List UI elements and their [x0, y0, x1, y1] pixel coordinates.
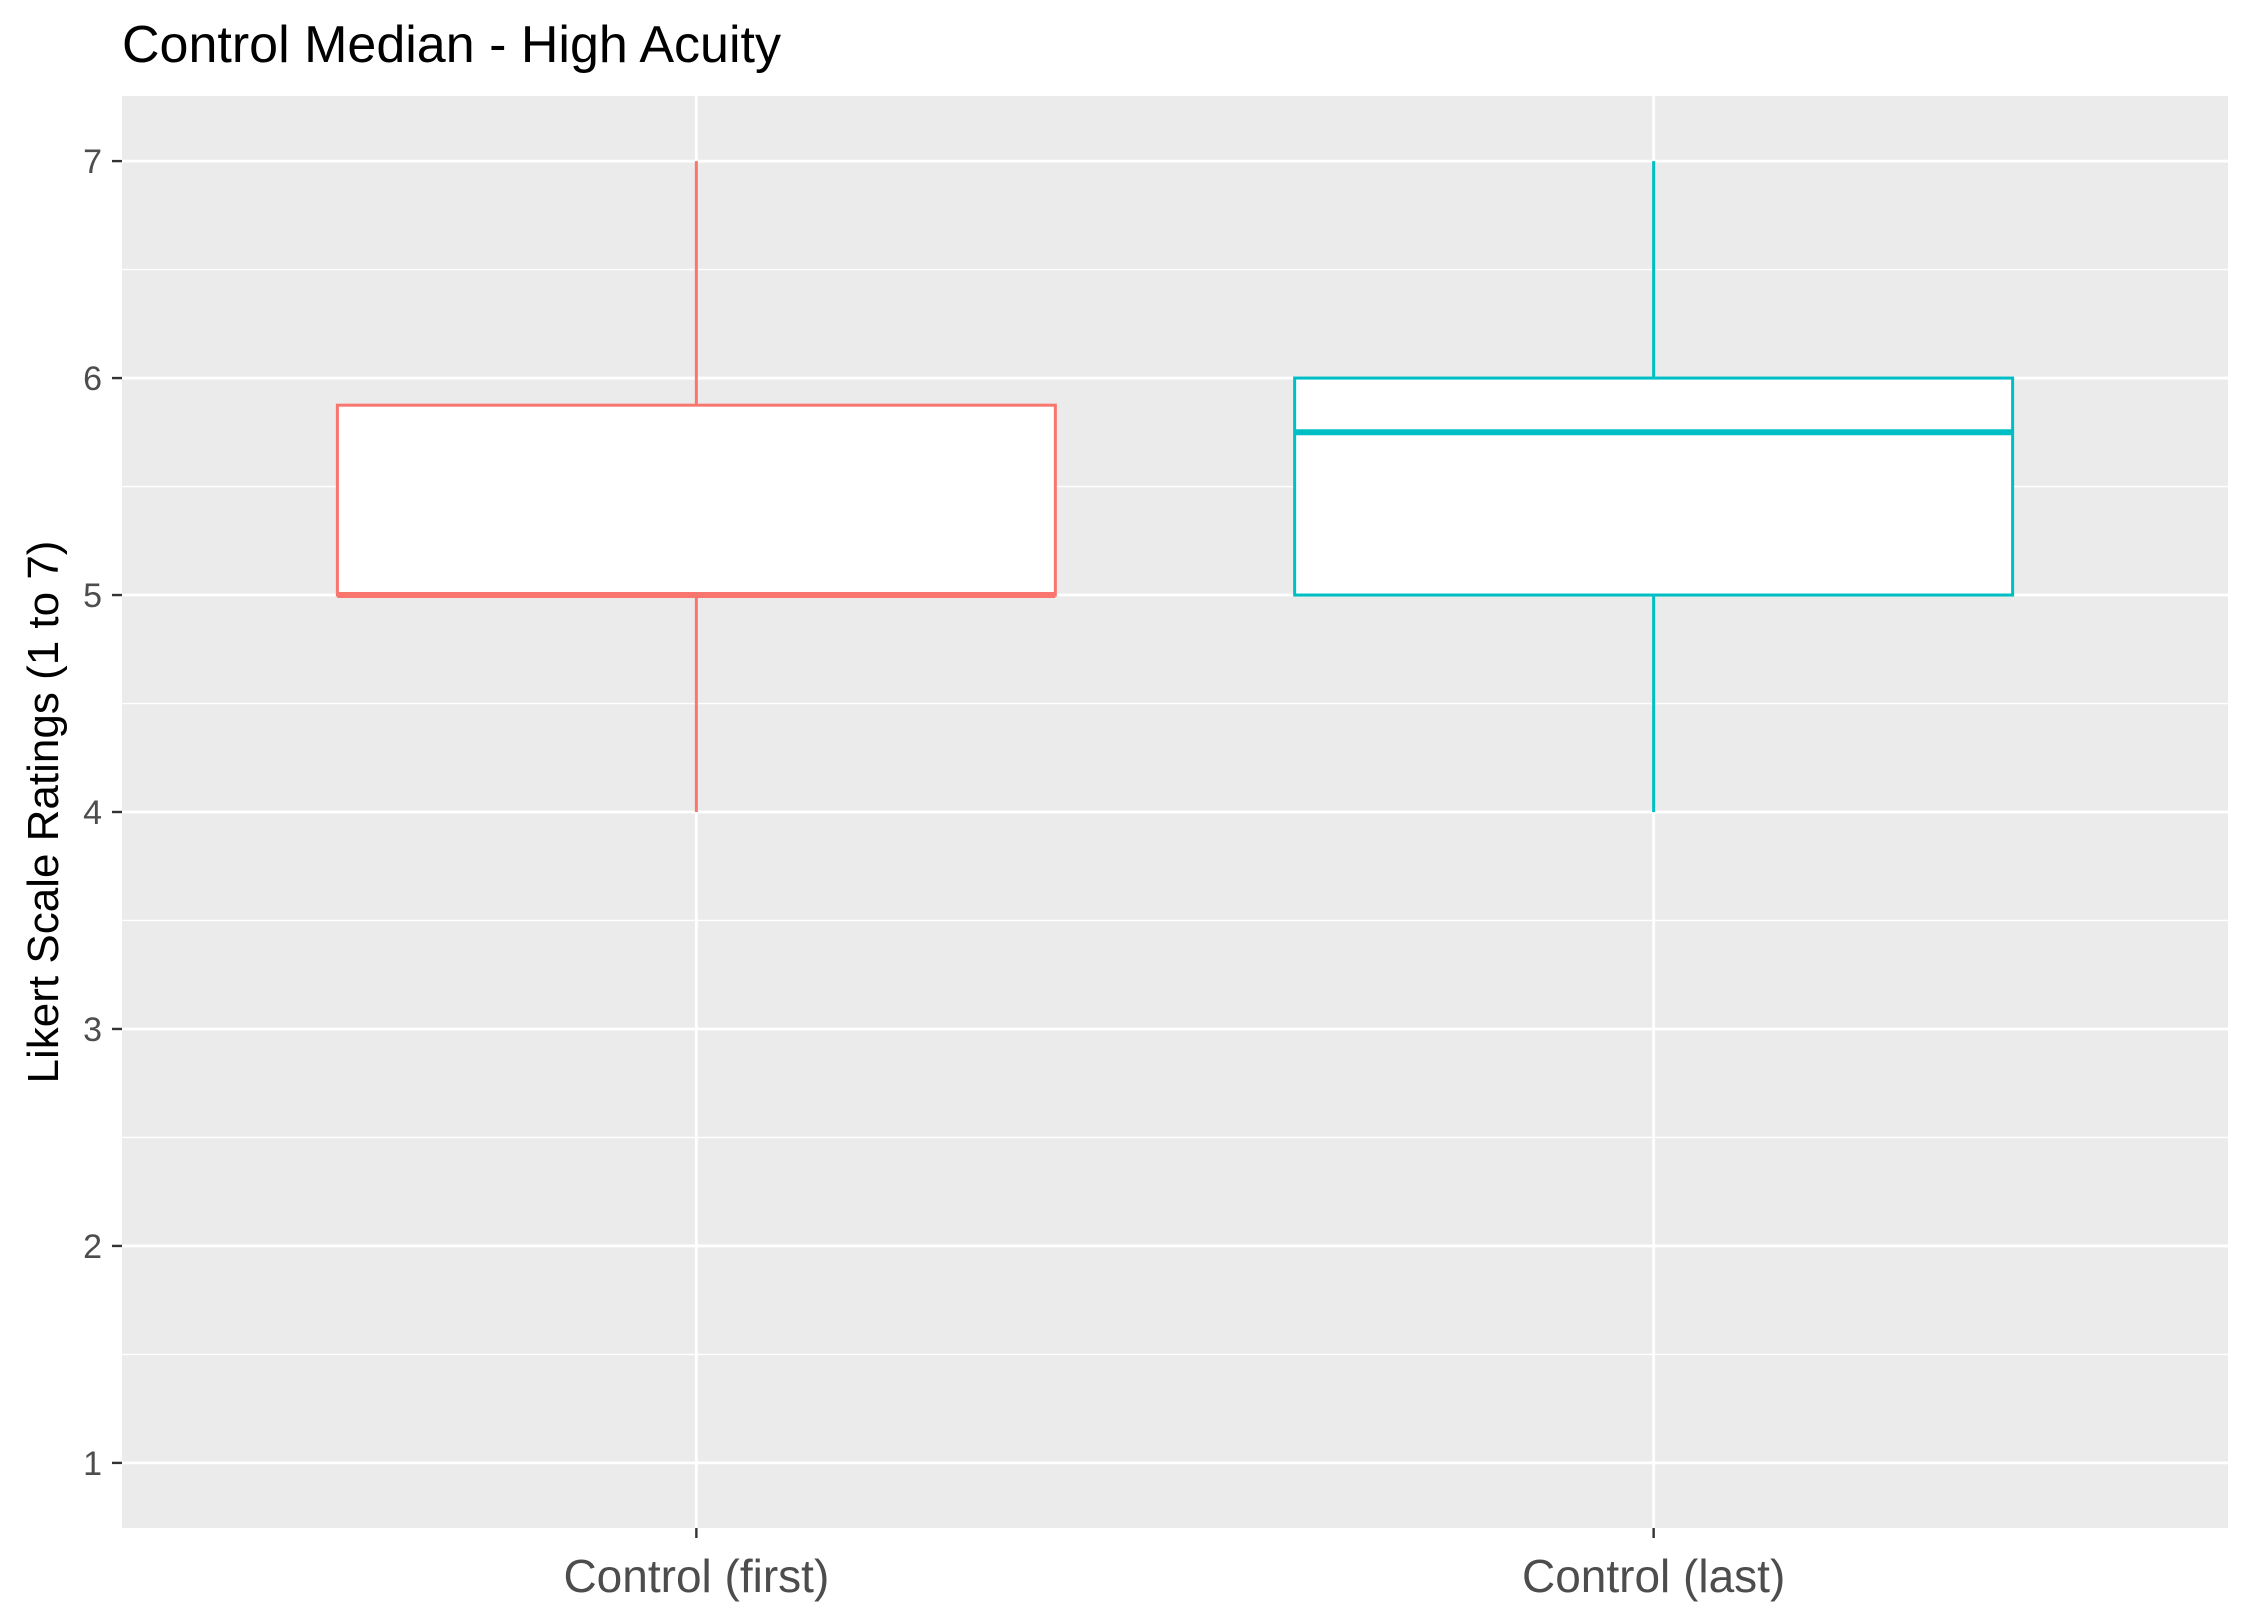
y-axis-title: Likert Scale Ratings (1 to 7) [19, 541, 68, 1084]
y-tick-label: 1 [83, 1445, 102, 1483]
box-iqr [1293, 376, 2015, 597]
box-1 [335, 161, 1057, 812]
y-tick-label: 2 [83, 1228, 102, 1266]
x-axis: Control (first) Control (last) [563, 1528, 1785, 1602]
x-tick-label: Control (first) [563, 1550, 829, 1602]
x-tick-label: Control (last) [1522, 1550, 1785, 1602]
box-iqr [335, 403, 1057, 597]
y-tick-label: 3 [83, 1011, 102, 1049]
chart-title: Control Median - High Acuity [122, 16, 781, 74]
y-axis: 1 2 3 4 5 6 7 [83, 143, 122, 1483]
grid-minor [122, 268, 2228, 1356]
box-2 [1293, 161, 2015, 812]
y-tick-label: 4 [83, 794, 102, 832]
boxes [335, 161, 2015, 812]
y-tick-label: 5 [83, 577, 102, 615]
y-tick-label: 7 [83, 143, 102, 181]
y-tick-label: 6 [83, 360, 102, 398]
